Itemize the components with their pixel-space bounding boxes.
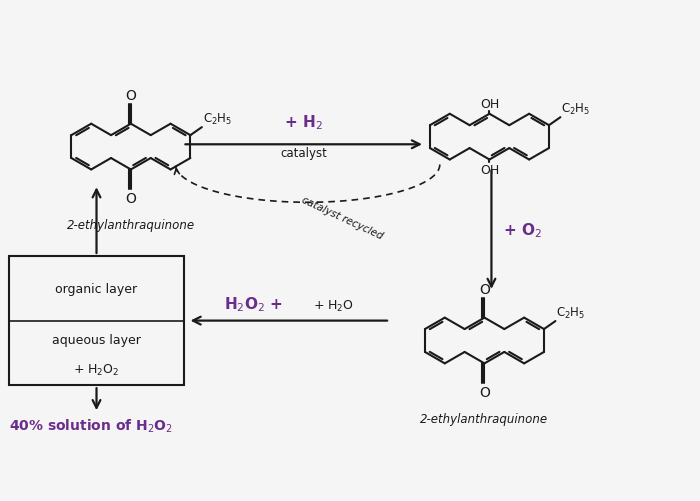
Text: H$_2$O$_2$ +: H$_2$O$_2$ + [225, 295, 284, 313]
Text: + H$_2$O: + H$_2$O [313, 298, 354, 313]
Text: O: O [125, 89, 136, 103]
Text: OH: OH [480, 164, 499, 177]
Text: catalyst recycled: catalyst recycled [300, 195, 385, 241]
Text: O: O [125, 191, 136, 205]
Bar [9, 257, 183, 385]
Text: aqueous layer: aqueous layer [52, 334, 141, 347]
Text: O: O [479, 385, 490, 399]
Text: C$_2$H$_5$: C$_2$H$_5$ [203, 112, 232, 127]
Text: 2-ethylanthraquinone: 2-ethylanthraquinone [66, 218, 195, 231]
Text: + H$_2$O$_2$: + H$_2$O$_2$ [74, 362, 120, 378]
Text: 2-ethylanthraquinone: 2-ethylanthraquinone [421, 412, 549, 425]
Text: 40% solution of H$_2$O$_2$: 40% solution of H$_2$O$_2$ [9, 417, 174, 434]
Text: O: O [479, 283, 490, 297]
Text: C$_2$H$_5$: C$_2$H$_5$ [556, 305, 586, 321]
Text: + H$_2$: + H$_2$ [284, 113, 323, 132]
Text: organic layer: organic layer [55, 282, 138, 295]
Text: catalyst: catalyst [280, 147, 327, 160]
Text: C$_2$H$_5$: C$_2$H$_5$ [561, 102, 591, 117]
Text: + O$_2$: + O$_2$ [503, 221, 542, 239]
Text: OH: OH [480, 98, 499, 111]
